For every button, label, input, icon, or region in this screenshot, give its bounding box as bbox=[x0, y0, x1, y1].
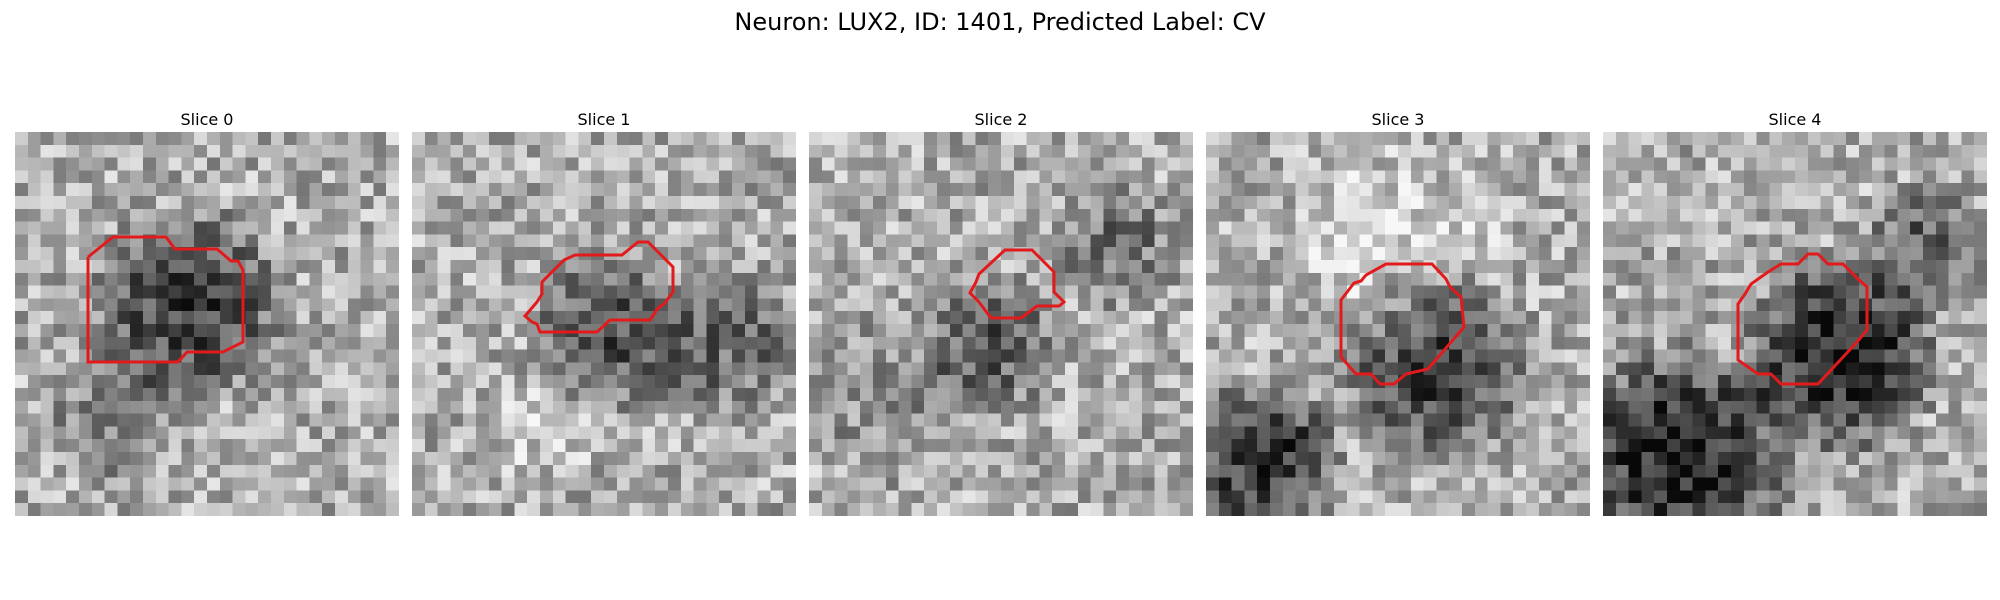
figure-title: Neuron: LUX2, ID: 1401, Predicted Label:… bbox=[734, 8, 1266, 36]
red-contour bbox=[522, 240, 675, 334]
slice-panel-4: Slice 4 bbox=[1603, 108, 1987, 516]
slice-title: Slice 3 bbox=[1371, 110, 1425, 129]
slice-panel-3: Slice 3 bbox=[1206, 108, 1590, 516]
slice-image bbox=[1206, 132, 1590, 516]
slice-title: Slice 0 bbox=[180, 110, 234, 129]
contour-overlay bbox=[522, 240, 675, 334]
slice-image bbox=[412, 132, 796, 516]
red-contour bbox=[968, 248, 1067, 320]
slice-image bbox=[15, 132, 399, 516]
em-grayscale-image bbox=[1603, 132, 1987, 516]
slice-image bbox=[809, 132, 1193, 516]
slice-title: Slice 1 bbox=[577, 110, 631, 129]
contour-overlay bbox=[1339, 262, 1466, 386]
slice-title: Slice 2 bbox=[974, 110, 1028, 129]
slice-panel-1: Slice 1 bbox=[412, 108, 796, 516]
contour-overlay bbox=[1736, 252, 1869, 386]
red-contour bbox=[1736, 252, 1869, 386]
slice-panel-0: Slice 0 bbox=[15, 108, 399, 516]
contour-overlay bbox=[968, 248, 1067, 320]
red-contour bbox=[1339, 262, 1466, 386]
slice-image bbox=[1603, 132, 1987, 516]
slice-title: Slice 4 bbox=[1768, 110, 1822, 129]
em-grayscale-image bbox=[1206, 132, 1590, 516]
slice-panel-2: Slice 2 bbox=[809, 108, 1193, 516]
contour-overlay bbox=[86, 235, 245, 364]
em-grayscale-image bbox=[809, 132, 1193, 516]
red-contour bbox=[86, 235, 245, 364]
em-grayscale-image bbox=[15, 132, 399, 516]
